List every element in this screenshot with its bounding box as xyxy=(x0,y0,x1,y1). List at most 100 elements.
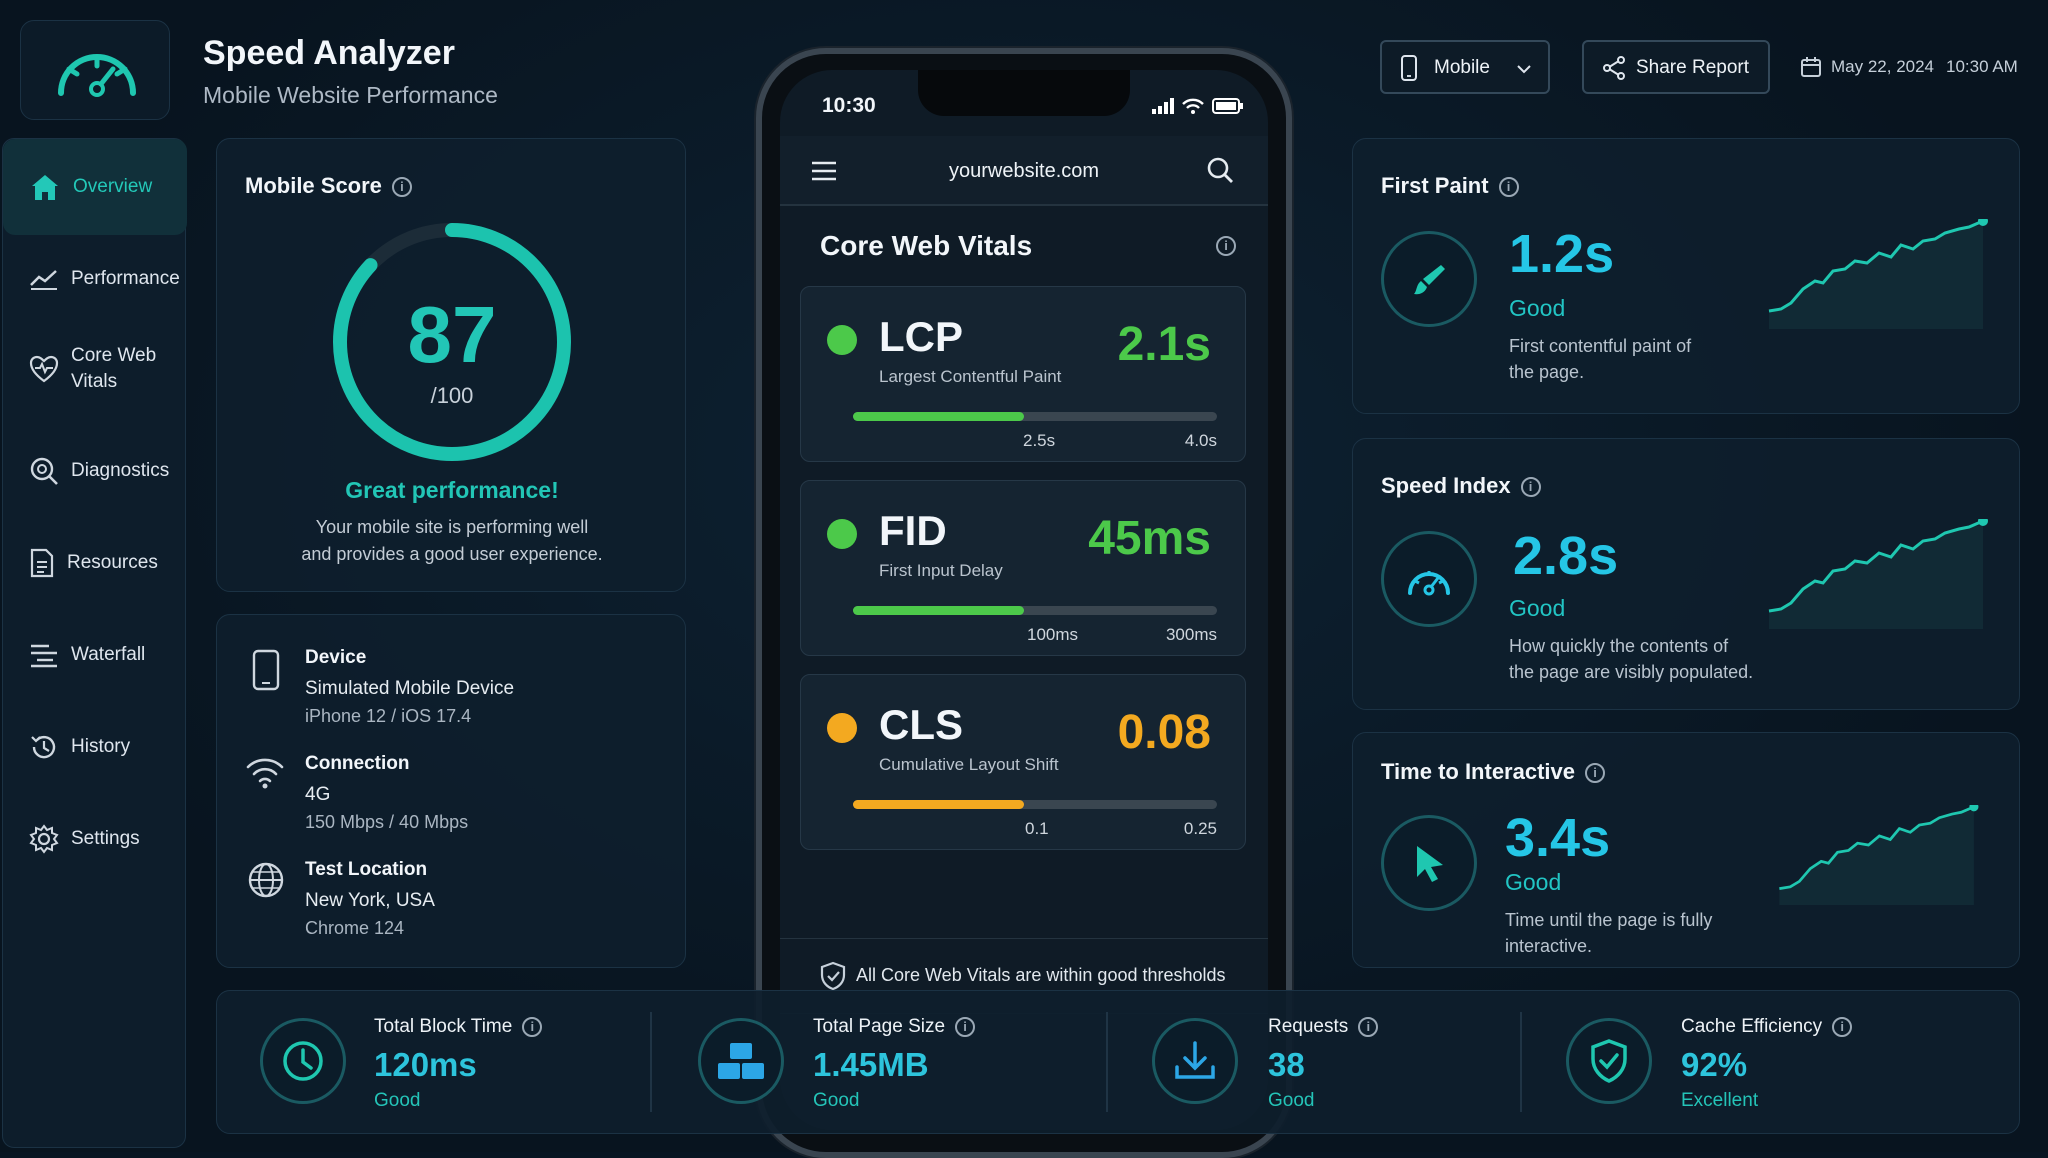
vital-progress-track xyxy=(853,412,1217,421)
time-to-interactive-card: Time to Interactive i 3.4s Good Time unti… xyxy=(1352,732,2020,968)
sidebar-item-settings[interactable]: Settings xyxy=(3,795,187,883)
device-label: Device xyxy=(305,647,367,668)
trend-sparkline xyxy=(1768,219,1988,329)
first-paint-card: First Paint i 1.2s Good First contentful … xyxy=(1352,138,2020,414)
battery-icon xyxy=(1212,98,1243,114)
status-dot xyxy=(827,519,857,549)
metric-value: 1.2s xyxy=(1509,224,1615,284)
device-select[interactable]: Mobile xyxy=(1380,40,1550,94)
metric-title: Speed Index i xyxy=(1381,473,1541,499)
sidebar-item-performance[interactable]: Performance xyxy=(3,235,187,323)
good-threshold: 0.1 xyxy=(1025,819,1049,838)
app-title: Speed Analyzer xyxy=(203,34,455,72)
device-detail: iPhone 12 / iOS 17.4 xyxy=(305,706,472,726)
heart-pulse-icon xyxy=(29,355,59,383)
info-icon[interactable]: i xyxy=(1358,1016,1379,1037)
trend-sparkline xyxy=(1768,519,1988,629)
sidebar-item-label: Core Web Vitals xyxy=(71,345,157,392)
stat-value: 92% xyxy=(1681,1046,1748,1083)
metric-value: 2.8s xyxy=(1513,526,1619,586)
stat-value: 120ms xyxy=(374,1046,477,1083)
metric-description: First contentful paint of the page. xyxy=(1509,336,1692,382)
poor-threshold: 0.25 xyxy=(1183,819,1217,838)
phone-notch xyxy=(918,70,1130,116)
vital-name: LCP xyxy=(879,313,963,360)
sidebar-item-label: Resources xyxy=(67,552,158,573)
info-icon[interactable]: i xyxy=(1216,236,1236,256)
metric-title: First Paint i xyxy=(1381,173,1519,199)
vital-value: 45ms xyxy=(1088,512,1211,565)
metric-description: Time until the page is fully interactive. xyxy=(1505,910,1713,956)
info-icon[interactable]: i xyxy=(522,1016,543,1037)
logo-tile xyxy=(20,20,170,120)
vital-card-lcp[interactable]: LCP Largest Contentful Paint 2.1s 2.5s 4… xyxy=(800,286,1246,462)
speedometer-logo-icon xyxy=(58,54,136,97)
vital-progress-track xyxy=(853,800,1217,809)
brush-icon xyxy=(1414,265,1445,295)
metric-icon-badge xyxy=(1381,231,1477,327)
url-field[interactable]: yourwebsite.com xyxy=(948,160,1100,182)
sidebar-item-core-web-vitals[interactable]: Core Web Vitals xyxy=(3,325,187,413)
sidebar-item-history[interactable]: History xyxy=(3,703,187,791)
metric-title: Time to Interactive i xyxy=(1381,759,1605,785)
stat-rating: Good xyxy=(374,1090,421,1111)
location-label: Test Location xyxy=(305,859,428,880)
share-report-button[interactable]: Share Report xyxy=(1582,40,1770,94)
info-icon[interactable]: i xyxy=(1520,477,1541,498)
report-time: 10:30 AM xyxy=(1946,57,2018,76)
stat-rating: Good xyxy=(1268,1090,1315,1111)
bottom-stats-bar xyxy=(216,990,2020,1134)
device-value: Simulated Mobile Device xyxy=(305,678,515,699)
trend-icon xyxy=(30,270,57,290)
menu-icon[interactable] xyxy=(810,160,838,182)
report-date: May 22, 2024 xyxy=(1831,57,1935,76)
share-icon xyxy=(1603,56,1625,80)
location-detail: Chrome 124 xyxy=(305,918,405,938)
stat-value: 38 xyxy=(1268,1046,1305,1083)
sidebar-item-overview[interactable]: Overview xyxy=(3,139,187,235)
wifi-status-icon xyxy=(1182,98,1204,114)
vital-value: 2.1s xyxy=(1117,318,1211,371)
test-config-card: Device Simulated Mobile Device iPhone 12… xyxy=(216,614,686,968)
stat-value: 1.45MB xyxy=(813,1046,929,1083)
metric-value: 3.4s xyxy=(1505,808,1611,868)
search-icon[interactable] xyxy=(1206,156,1234,184)
vital-card-fid[interactable]: FID First Input Delay 45ms 100ms 300ms xyxy=(800,480,1246,656)
calendar-icon xyxy=(1801,57,1821,77)
score-ring xyxy=(333,223,571,461)
metric-icon-badge xyxy=(1381,531,1477,627)
vital-card-cls[interactable]: CLS Cumulative Layout Shift 0.08 0.1 0.2… xyxy=(800,674,1246,850)
sidebar-item-resources[interactable]: Resources xyxy=(3,519,187,607)
connection-label: Connection xyxy=(305,753,410,774)
info-icon[interactable]: i xyxy=(391,177,412,198)
sidebar-item-waterfall[interactable]: Waterfall xyxy=(3,611,187,699)
connection-detail: 150 Mbps / 40 Mbps xyxy=(305,812,469,832)
info-icon[interactable]: i xyxy=(955,1016,976,1037)
poor-threshold: 4.0s xyxy=(1184,431,1217,450)
info-icon[interactable]: i xyxy=(1585,763,1605,784)
sidebar-item-diagnostics[interactable]: Diagnostics xyxy=(3,427,187,515)
stat-icon-badge xyxy=(698,1018,784,1104)
divider xyxy=(650,1012,652,1112)
home-icon xyxy=(32,175,58,200)
device-select-value: Mobile xyxy=(1434,57,1490,78)
good-threshold: 100ms xyxy=(1027,625,1079,644)
vitals-section-title: Core Web Vitals xyxy=(820,230,1033,261)
gear-icon xyxy=(29,824,59,854)
poor-threshold: 300ms xyxy=(1165,625,1217,644)
app-subtitle: Mobile Website Performance xyxy=(203,82,498,108)
score-description-line2: and provides a good user experience. xyxy=(301,544,603,564)
stat-icon-badge xyxy=(260,1018,346,1104)
phone-icon xyxy=(1401,55,1417,81)
score-max: /100 xyxy=(430,383,474,408)
vital-progress-fill xyxy=(853,412,1025,421)
connection-value: 4G xyxy=(305,784,331,805)
vital-value: 0.08 xyxy=(1117,706,1211,759)
vital-progress-track xyxy=(853,606,1217,615)
stat-label: Cache Efficiency i xyxy=(1681,1016,1853,1038)
vital-progress-fill xyxy=(853,606,1025,615)
info-icon[interactable]: i xyxy=(1832,1016,1853,1037)
location-value: New York, USA xyxy=(305,890,435,911)
info-icon[interactable]: i xyxy=(1498,177,1519,198)
